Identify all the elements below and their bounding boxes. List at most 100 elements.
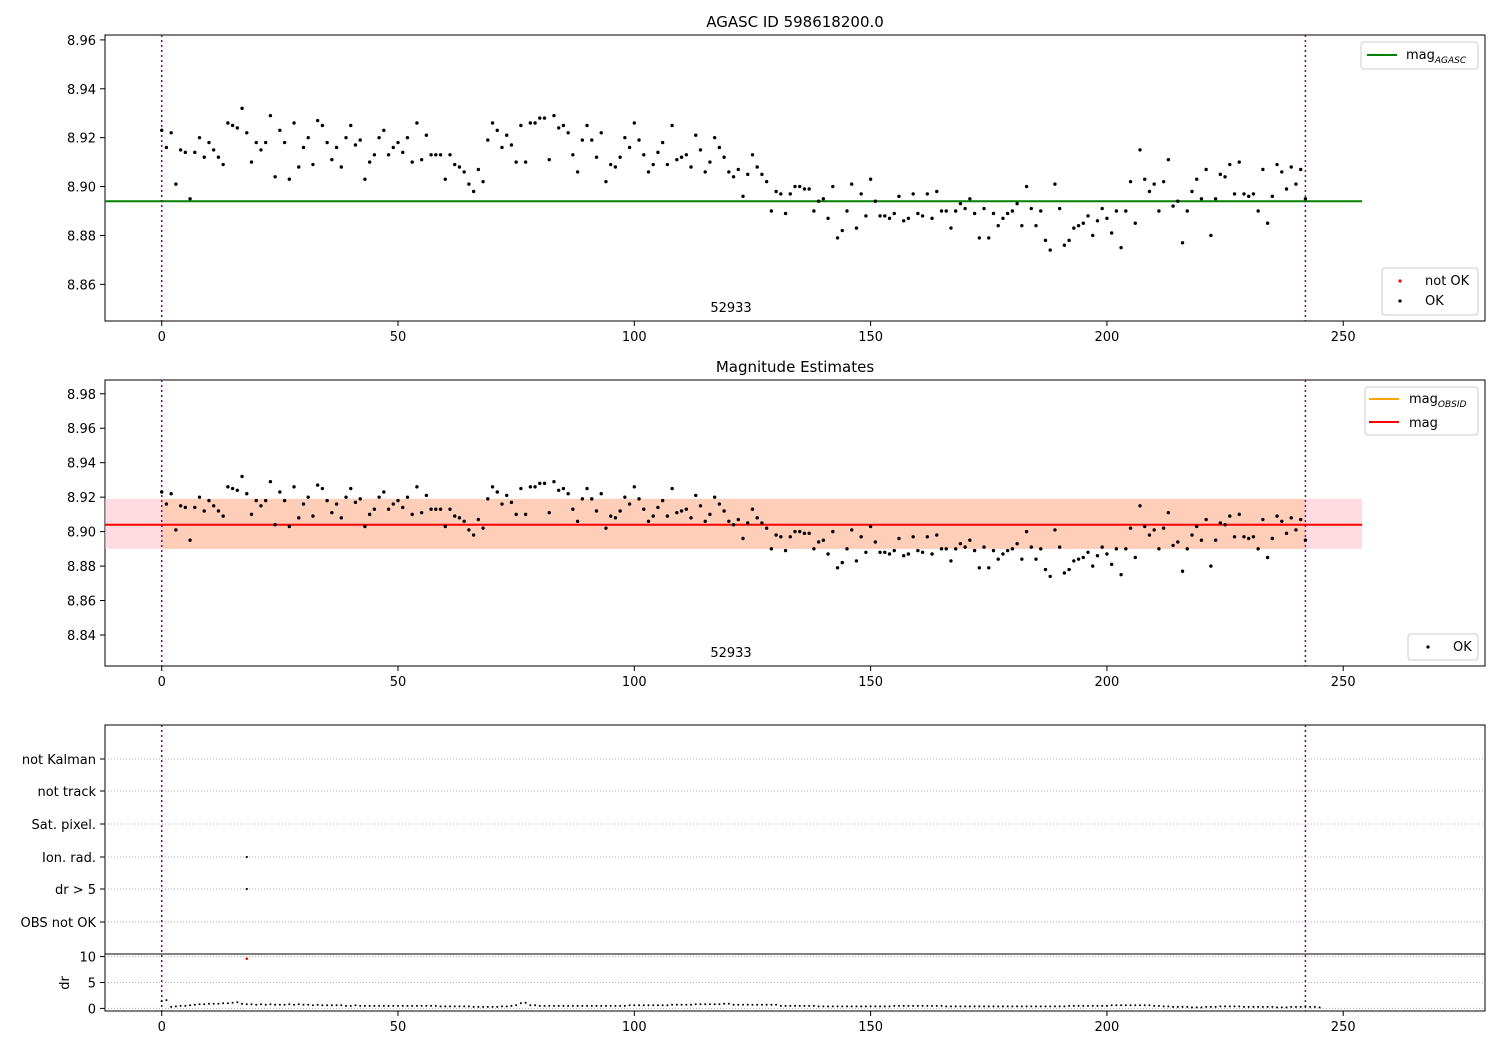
data-point (897, 536, 901, 541)
dr-point (1276, 1006, 1279, 1009)
data-point (812, 547, 816, 551)
data-point (382, 128, 386, 133)
data-point (783, 211, 788, 216)
data-point (396, 140, 400, 145)
data-point (613, 516, 618, 520)
dr-point (439, 1005, 442, 1008)
data-point (547, 510, 551, 515)
dr-point (1280, 1006, 1283, 1009)
magnitude-estimates-panel: Magnitude Estimates 8.84 8.86 8.88 8.90 8.92… (67, 358, 1486, 690)
dr-point (222, 1002, 225, 1005)
data-point (419, 510, 424, 515)
data-point (831, 529, 835, 534)
data-point (571, 153, 575, 157)
dr-point (1077, 1004, 1080, 1007)
flag-point (245, 855, 248, 859)
data-point (278, 128, 282, 133)
dr-point (1176, 1005, 1179, 1008)
dr-point (288, 1003, 291, 1006)
dr-point (1139, 1004, 1141, 1007)
dr-point (293, 1003, 296, 1006)
data-point (320, 486, 325, 491)
data-point (868, 524, 873, 529)
dr-point (1318, 1006, 1321, 1009)
dr-point (954, 1005, 957, 1008)
dr-point (1299, 1005, 1302, 1008)
data-point (556, 126, 561, 130)
dr-point (515, 1004, 518, 1007)
data-point (1119, 245, 1123, 250)
panel1-line-legend-box (1360, 41, 1479, 70)
data-point (528, 485, 533, 489)
data-point (505, 493, 509, 498)
data-point (268, 479, 273, 484)
data-point (1176, 199, 1180, 203)
dr-point (760, 1003, 763, 1006)
dr-point (869, 1005, 872, 1008)
data-point (1280, 170, 1284, 174)
data-point (788, 535, 792, 539)
dr-point (661, 1004, 664, 1007)
dr-point (808, 1004, 811, 1007)
data-point (443, 177, 447, 181)
data-point (731, 175, 736, 179)
data-point (665, 162, 670, 167)
data-point (939, 547, 944, 551)
dr-point (656, 1004, 659, 1007)
data-point (779, 535, 783, 539)
data-point (1180, 569, 1185, 573)
dr-point (1058, 1005, 1061, 1008)
ok-legend-label: OK (1425, 294, 1444, 309)
y-tick-label: 8.96 (67, 422, 96, 437)
data-point (410, 512, 414, 517)
dr-point (340, 1004, 343, 1007)
dr-point (756, 1003, 759, 1006)
data-point (514, 512, 518, 517)
dr-point (926, 1004, 929, 1007)
data-point (864, 214, 868, 218)
dr-tick-label: 10 (79, 951, 96, 966)
data-point (1204, 517, 1208, 522)
dr-point (392, 1004, 395, 1007)
data-point (859, 535, 863, 539)
data-point (769, 209, 774, 213)
dr-point (1049, 1005, 1052, 1008)
dr-point (434, 1004, 437, 1007)
mag-agasc-legend-label: magAGASC (1406, 48, 1467, 66)
data-point (1232, 535, 1237, 539)
data-point (533, 485, 537, 489)
data-point (831, 184, 835, 189)
panel2-point-legend-box (1407, 633, 1479, 661)
dr-point (1091, 1004, 1094, 1007)
dr-point (1167, 1005, 1170, 1008)
data-point (401, 150, 405, 155)
data-point (958, 541, 963, 546)
dr-point (1016, 1005, 1019, 1008)
data-point (953, 547, 958, 551)
data-point (594, 155, 599, 159)
dr-point (1266, 1005, 1269, 1008)
data-point (1062, 571, 1067, 575)
dr-point (850, 1005, 853, 1008)
data-point (358, 138, 362, 142)
data-point (1195, 177, 1199, 181)
data-point (1020, 557, 1024, 561)
dr-point (415, 1004, 418, 1007)
data-point (712, 495, 717, 499)
data-point (1072, 559, 1076, 563)
data-point (958, 201, 963, 206)
dr-point (1053, 1005, 1056, 1008)
data-point (1256, 209, 1260, 213)
dr-point (1143, 1004, 1146, 1007)
x-tick-label: 150 (858, 1020, 883, 1035)
dr-point (1186, 1005, 1189, 1008)
data-point (802, 187, 807, 191)
dr-point (609, 1004, 612, 1007)
data-point (816, 540, 821, 544)
x-tick-label: 200 (1095, 330, 1120, 345)
dr-point (931, 1004, 934, 1007)
data-point (486, 497, 490, 501)
data-point (1246, 194, 1251, 199)
dr-point (1039, 1005, 1042, 1008)
dr-outlier-point (245, 957, 249, 960)
